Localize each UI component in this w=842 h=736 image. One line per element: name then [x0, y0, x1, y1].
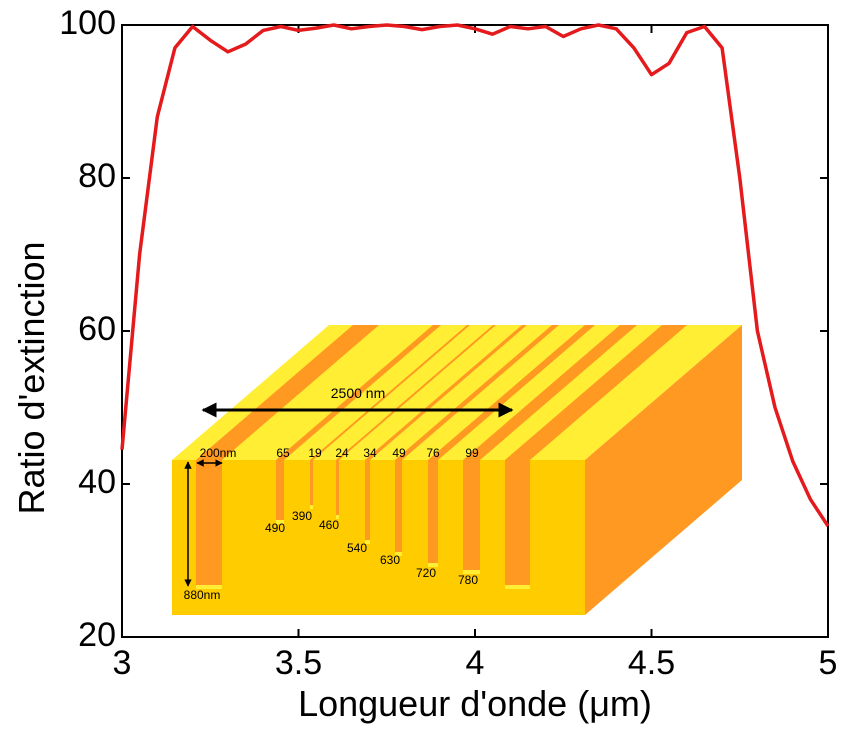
- y-tick-label: 20: [78, 616, 116, 654]
- groove-bottom: [310, 505, 313, 509]
- groove-depth-label: 720: [416, 566, 436, 580]
- groove: [310, 460, 313, 505]
- groove-bottom: [365, 540, 370, 544]
- groove-bottom: [336, 515, 339, 519]
- groove-depth-label: 460: [319, 518, 339, 532]
- groove: [336, 460, 339, 515]
- groove-depth-label: 390: [292, 509, 312, 523]
- width-label: 2500 nm: [331, 385, 385, 401]
- groove-top-label: 65: [276, 446, 290, 460]
- x-tick-label: 3.5: [275, 644, 322, 682]
- groove: [395, 460, 402, 552]
- groove-bottom: [276, 520, 284, 524]
- y-tick-label: 60: [78, 310, 116, 348]
- groove-bottom: [196, 585, 222, 589]
- groove-depth-label: 630: [380, 553, 400, 567]
- data-line: [120, 23, 830, 528]
- groove: [428, 460, 438, 563]
- groove-top: [336, 325, 496, 460]
- groove: [505, 460, 530, 585]
- groove-top-label: 99: [465, 446, 479, 460]
- groove-depth-label: 490: [265, 521, 285, 535]
- y-axis-label: Ratio d'extinction: [11, 241, 52, 514]
- groove-bottom: [505, 585, 530, 589]
- y-tick-label: 100: [59, 4, 116, 42]
- groove-width-label: 200nm: [200, 446, 237, 460]
- y-tick-label: 40: [78, 463, 116, 501]
- groove-top: [310, 325, 470, 460]
- x-tick-label: 5: [819, 644, 838, 682]
- groove: [276, 460, 284, 520]
- grating-inset: 2500 nm 200nm 880nm 65 19 24 34 49 76 99 490 390 460…: [172, 325, 742, 615]
- groove-bottom: [463, 570, 480, 574]
- groove-top-label: 24: [335, 446, 349, 460]
- groove-top: [463, 325, 637, 460]
- y-tick-label: 80: [78, 157, 116, 195]
- groove-depth-label: 780: [458, 573, 478, 587]
- groove-top-label: 34: [363, 446, 377, 460]
- groove-bottom: [395, 552, 402, 556]
- groove: [463, 460, 480, 570]
- x-tick-label: 3: [113, 644, 132, 682]
- x-axis-label: Longueur d'onde (μm): [298, 683, 652, 724]
- groove-top: [428, 325, 595, 460]
- groove-top-label: 49: [392, 446, 406, 460]
- groove-bottom: [428, 563, 438, 567]
- groove-top: [395, 325, 559, 460]
- x-tick-label: 4: [466, 644, 485, 682]
- groove: [365, 460, 370, 540]
- groove-top: [505, 325, 687, 460]
- groove-top-label: 19: [308, 446, 322, 460]
- height-label: 880nm: [184, 588, 221, 602]
- groove-top: [196, 325, 379, 460]
- groove-depth-label: 540: [347, 541, 367, 555]
- groove-top: [365, 325, 527, 460]
- side-face: [585, 325, 742, 615]
- groove-top-label: 76: [426, 446, 440, 460]
- x-tick-label: 4.5: [628, 644, 675, 682]
- groove: [196, 460, 222, 585]
- groove-top: [276, 325, 441, 460]
